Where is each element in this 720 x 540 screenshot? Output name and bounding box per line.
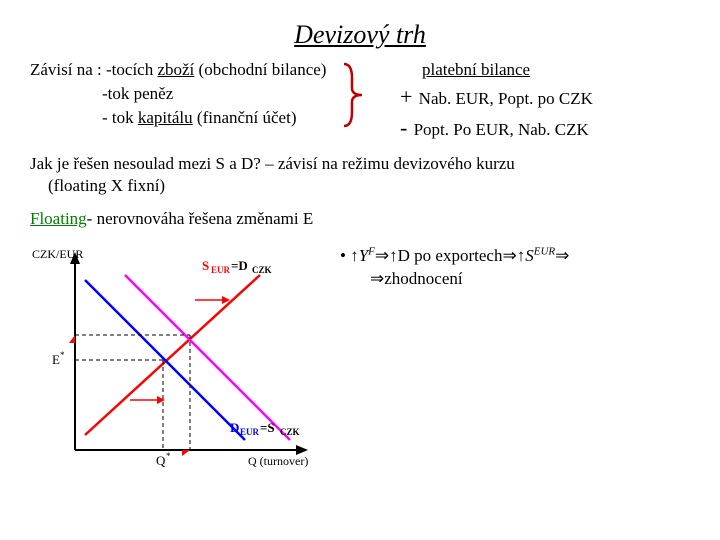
dep-line-1: Závisí na : -tocích zboží (obchodní bila… [30,58,340,82]
plus-text: Nab. EUR, Popt. po CZK [414,89,593,108]
minus-text: Popt. Po EUR, Nab. CZK [409,120,588,139]
arrow3: ↑ [517,246,526,265]
dep3-pre: - tok [102,108,138,127]
svg-text:EUR: EUR [240,427,260,437]
plus-sign: + [400,84,412,109]
dep1-underline: zboží [157,60,194,79]
bullet-area: • ↑YF⇒↑D po exportech⇒↑SEUR⇒ ⇒zhodnocení [340,244,569,480]
page-title: Devizový trh [30,20,690,50]
svg-text:=S: =S [260,420,275,435]
right-minus-line: - Popt. Po EUR, Nab. CZK [400,113,593,144]
dep-line-2: -tok peněz [30,82,340,106]
Y: Y [359,246,368,265]
EUR-sup: EUR [534,245,555,257]
y-axis-label: CZK/EUR [32,247,83,261]
svg-text:*: * [60,350,65,360]
svg-text:S: S [202,258,209,273]
deps-left: Závisí na : -tocích zboží (obchodní bila… [30,58,340,143]
svg-text:CZK: CZK [280,427,300,437]
svg-text:*: * [166,451,171,461]
minus-sign: - [400,115,407,140]
floating-rest: - nerovnováha řešena změnami E [87,209,314,228]
zhod: zhodnocení [384,269,462,288]
para1-a: Jak je řešen nesoulad mezi S a D? – závi… [30,154,515,173]
bracket-icon [340,60,370,130]
bullet-line2: ⇒zhodnocení [340,267,569,291]
bullet-dot: • [340,246,346,265]
imp2: ⇒ [502,246,516,265]
imp3: ⇒ [555,246,569,265]
imp1: ⇒ [375,246,389,265]
arrow2: ↑ [389,246,398,265]
F-sup: F [368,245,375,257]
deps-right: platební bilance + Nab. EUR, Popt. po CZ… [400,58,593,143]
chart-row: CZK/EUR Q (turnover) E * Q * S EUR =D CZ… [30,240,690,480]
svg-text:CZK: CZK [252,265,272,275]
dep-lead: Závisí na : [30,60,106,79]
paragraph-floating: Floating- nerovnováha řešena změnami E [30,208,690,230]
svg-text:Q: Q [156,453,166,468]
floating-label: Floating [30,209,87,228]
dependencies-block: Závisí na : -tocích zboží (obchodní bila… [30,58,690,143]
dep1-post: (obchodní bilance) [194,60,326,79]
bullet-line: • ↑YF⇒↑D po exportech⇒↑SEUR⇒ [340,244,569,268]
right-header: platební bilance [422,58,593,82]
S: S [525,246,534,265]
right-plus-line: + Nab. EUR, Popt. po CZK [400,82,593,113]
imp4: ⇒ [370,269,384,288]
dep3-post: (finanční účet) [193,108,297,127]
dep1-pre: -tocích [106,60,157,79]
paragraph-1: Jak je řešen nesoulad mezi S a D? – závi… [30,153,690,197]
D-text: D po exportech [398,246,503,265]
dep3-underline: kapitálu [138,108,193,127]
svg-text:EUR: EUR [211,265,231,275]
svg-text:D: D [230,420,239,435]
svg-text:=D: =D [231,258,248,273]
dep-line-3: - tok kapitálu (finanční účet) [30,106,340,130]
arrow1: ↑ [350,246,359,265]
x-axis-label: Q (turnover) [248,454,308,468]
svg-text:E: E [52,352,60,367]
para1-b: (floating X fixní) [30,176,165,195]
supply-demand-chart: CZK/EUR Q (turnover) E * Q * S EUR =D CZ… [30,240,320,480]
